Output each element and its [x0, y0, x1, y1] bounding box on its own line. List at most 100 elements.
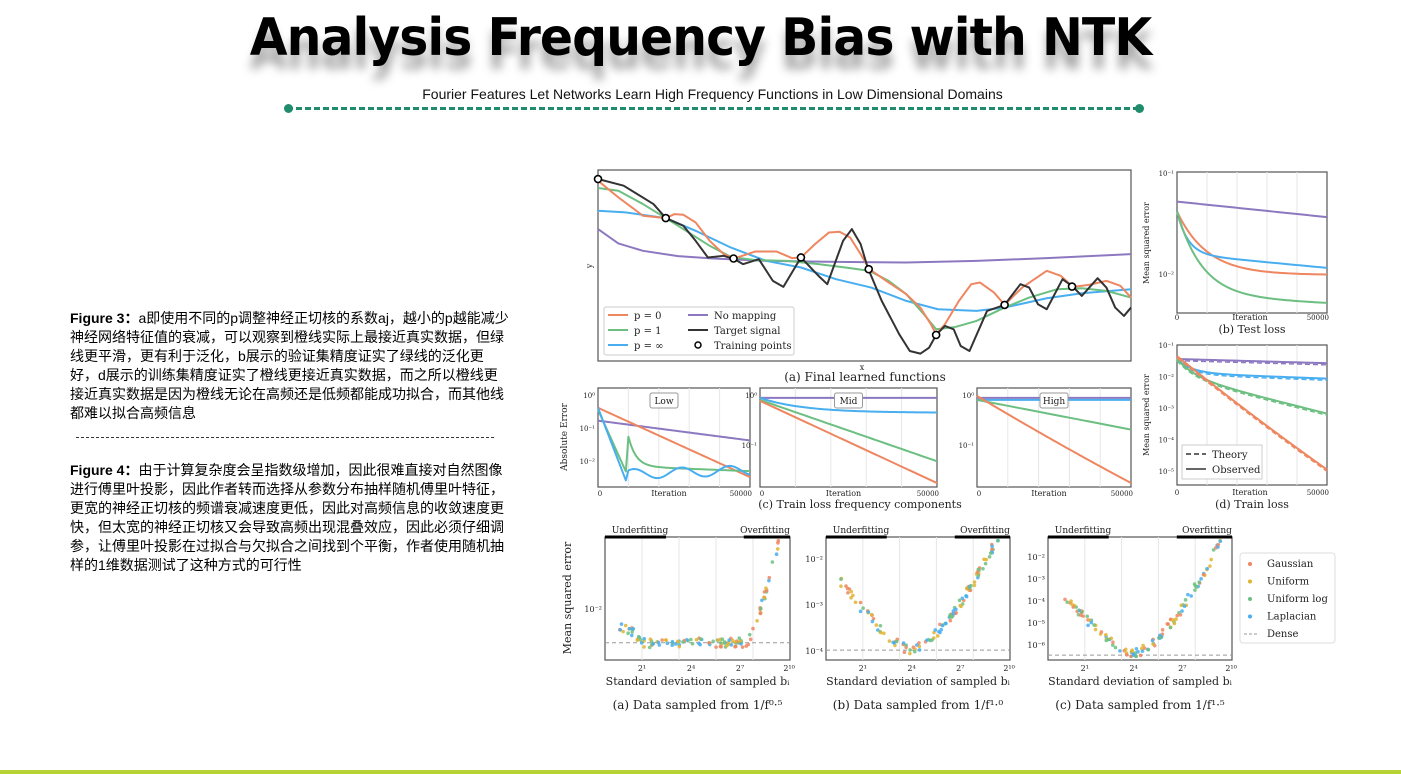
scatter-point	[972, 583, 977, 588]
scatter-point	[858, 609, 863, 614]
scatter-point	[1110, 643, 1115, 647]
figure4-label: Figure 4：	[70, 462, 139, 478]
scatter-point	[1151, 642, 1155, 646]
panel-c-label: High	[1043, 397, 1065, 407]
y-tick: 10⁰	[962, 392, 974, 400]
scatter-point	[1178, 613, 1183, 617]
test-p1-curve	[1176, 211, 1328, 304]
legend-label: p = 0	[634, 311, 662, 322]
scatter-point	[1172, 621, 1177, 626]
panel-c-label-box	[649, 392, 679, 409]
scatter-point	[760, 598, 764, 603]
scatter-point	[871, 616, 876, 621]
scatter-point	[739, 641, 743, 646]
legend-marker	[1248, 562, 1252, 566]
scatter-point	[1093, 627, 1098, 632]
notes-separator	[76, 437, 494, 438]
scatter-point	[656, 640, 661, 645]
panel-c-label: Mid	[840, 397, 858, 407]
y-tick: 10⁻⁴	[1159, 437, 1175, 445]
legend-marker	[1248, 614, 1252, 619]
figure3-label: Figure 3：	[70, 310, 139, 326]
scatter-point	[839, 577, 843, 581]
train-observed-curve	[1176, 355, 1328, 471]
scatter-point	[642, 636, 647, 641]
scatter-point	[670, 639, 675, 644]
scatter-point	[1070, 602, 1074, 607]
y-tick: 10⁻²	[580, 458, 596, 466]
scatter-point	[626, 631, 630, 635]
legend-training-marker	[694, 341, 702, 349]
scatter-point	[718, 644, 723, 649]
scatter-point	[1134, 646, 1139, 651]
scatter-point	[770, 560, 775, 564]
scatter-point	[935, 634, 940, 638]
scatter-point	[1193, 588, 1197, 592]
scatter-point	[869, 612, 874, 617]
x-tick: 2⁷	[956, 664, 964, 673]
scatter-point	[846, 590, 850, 595]
legend-label: Uniform	[1267, 577, 1310, 588]
y-tick: 10⁻⁴	[805, 647, 823, 656]
divider-dot-right	[1135, 104, 1144, 113]
scatter-caption: (c) Data sampled from 1/f¹·⁵	[1055, 698, 1225, 712]
scatter-point	[762, 590, 767, 594]
scatter-point	[707, 641, 711, 645]
x-axis-label: Standard deviation of sampled bᵢ	[826, 675, 1010, 688]
y-tick: 10⁻²	[805, 555, 823, 564]
scatter-point	[1158, 635, 1163, 640]
x-tick: 2⁴	[907, 664, 915, 673]
y-axis-label: y	[585, 263, 594, 269]
scatter-point	[730, 638, 735, 643]
scatter-point	[1140, 649, 1145, 653]
panel-d-caption: (d) Train loss	[1215, 498, 1289, 511]
panel-b-frame	[1176, 171, 1328, 314]
scatter-point	[1085, 614, 1090, 619]
training-point	[931, 330, 941, 340]
scatter-point	[711, 639, 715, 644]
x-tick: 0	[760, 490, 764, 498]
scatter-point	[976, 573, 981, 578]
frequency-curve	[976, 398, 1132, 431]
y-tick: 10⁻⁵	[1159, 468, 1175, 476]
scatter-point	[1208, 564, 1212, 568]
scatter-point	[767, 578, 771, 583]
scatter-point	[1109, 636, 1114, 641]
y-tick: 10⁰	[745, 392, 757, 400]
scatter-point	[629, 633, 634, 638]
legend-label: Training points	[714, 341, 791, 352]
scatter-point	[759, 606, 763, 611]
scatter-point	[660, 638, 664, 642]
scatter-point	[621, 629, 625, 634]
scatter-point	[722, 640, 727, 644]
scatter-point	[1141, 643, 1145, 648]
scatter-point	[975, 570, 980, 574]
scatter-point	[630, 630, 634, 634]
scatter-point	[690, 641, 695, 646]
scatter-point	[758, 611, 763, 616]
scatter-point	[1211, 548, 1216, 552]
y-tick: 10⁻³	[805, 601, 823, 610]
underfitting-label: Underfitting	[1055, 526, 1112, 536]
scatter-point	[746, 642, 751, 647]
scatter-point	[925, 638, 929, 642]
scatter-point	[866, 610, 871, 614]
scatter-point	[878, 630, 883, 635]
scatter-point	[636, 634, 641, 639]
overfitting-label: Overfitting	[740, 526, 790, 536]
title-divider	[287, 107, 1139, 110]
scatter-point	[733, 640, 737, 644]
training-point	[729, 254, 738, 263]
scatter-point	[917, 648, 922, 652]
scatter-point	[677, 644, 682, 649]
scatter-point	[651, 641, 656, 646]
train-theory-curve	[1176, 360, 1328, 381]
training-point	[1067, 282, 1077, 291]
scatter-point	[917, 641, 921, 645]
y-axis-label: Mean squared error	[1142, 374, 1151, 456]
scatter-point	[1189, 594, 1193, 598]
figure3-note: Figure 3：a即使用不同的p调整神经正切核的系数aj，越小的p越能减少神经…	[70, 309, 510, 423]
scatter-point	[1180, 609, 1184, 613]
scatter-point	[1168, 625, 1173, 630]
scatter-point	[698, 637, 703, 641]
